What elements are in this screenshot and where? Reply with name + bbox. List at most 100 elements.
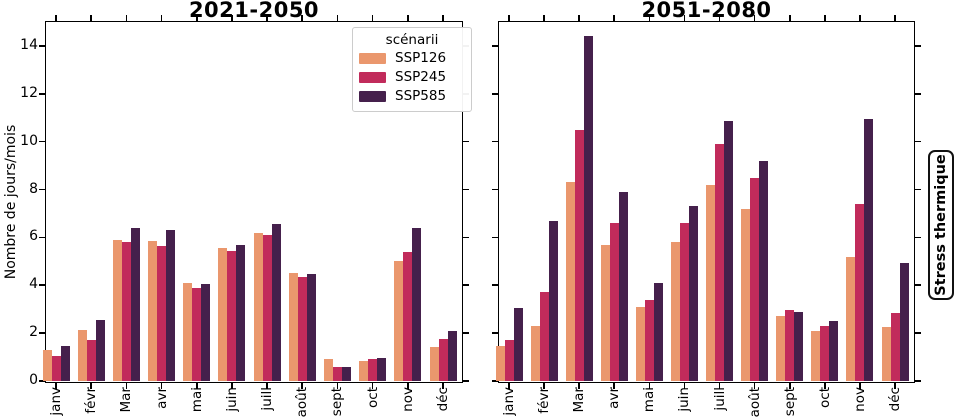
- bar-ssp245-Mar: [121, 242, 131, 381]
- x-tick-top: [407, 14, 409, 21]
- x-tick-top: [90, 14, 92, 21]
- y-tick-right: [914, 236, 921, 239]
- x-tick-bottom: [543, 382, 545, 389]
- x-tick-top: [543, 14, 545, 21]
- bar-ssp585-mai: [201, 284, 211, 381]
- bar-ssp126-juin: [670, 242, 680, 381]
- bar-ssp126-janv: [42, 349, 52, 381]
- x-tick-label: déc: [435, 387, 451, 412]
- y-tick-left: [491, 380, 498, 382]
- y-tick-left: [491, 332, 498, 334]
- x-tick-bottom: [231, 382, 233, 389]
- x-tick-top: [578, 14, 580, 21]
- bar-ssp245-juin: [679, 223, 689, 381]
- x-tick-label: juill: [711, 387, 728, 411]
- x-tick-label: juill: [259, 387, 276, 411]
- x-tick-bottom: [442, 382, 444, 389]
- bar-ssp126-sept: [776, 316, 786, 381]
- x-tick-label: sept: [329, 387, 346, 417]
- x-tick-top: [301, 14, 304, 21]
- bar-ssp585-avr: [166, 230, 176, 381]
- y-tick-left: [491, 45, 498, 47]
- bar-ssp585-janv: [60, 346, 70, 381]
- bar-ssp245-août: [750, 177, 760, 381]
- bar-ssp126-janv: [495, 346, 505, 381]
- x-tick-top: [231, 14, 233, 21]
- y-tick-label: 2: [29, 324, 38, 341]
- x-tick-top: [648, 14, 651, 21]
- bar-ssp126-oct: [359, 360, 369, 381]
- x-tick-label: déc: [887, 387, 903, 412]
- y-tick-right: [462, 236, 469, 239]
- y-tick-right: [914, 380, 921, 382]
- y-tick-left: [491, 93, 498, 95]
- bar-ssp126-nov: [846, 256, 856, 381]
- x-tick-bottom: [55, 382, 57, 389]
- x-tick-top: [195, 14, 198, 21]
- x-tick-top: [753, 14, 756, 21]
- subplot-title-left: 2021-2050: [188, 0, 320, 22]
- x-tick-label: avr: [153, 387, 170, 409]
- y-tick-left: [491, 140, 498, 143]
- y-tick-label: 4: [29, 276, 38, 293]
- bar-ssp585-déc: [899, 262, 909, 381]
- bar-ssp126-nov: [394, 261, 404, 381]
- x-tick-label: nov: [851, 387, 868, 412]
- x-tick-label: févr: [83, 387, 100, 414]
- y-tick-right: [914, 332, 921, 334]
- y-tick-label: 12: [20, 84, 38, 101]
- y-tick-left: [38, 140, 45, 143]
- bar-ssp126-mai: [635, 306, 645, 381]
- bar-ssp126-févr: [530, 325, 540, 381]
- bar-ssp126-Mar: [112, 239, 122, 381]
- y-tick-label: 0: [29, 372, 38, 388]
- legend-entry-ssp126: SSP126: [359, 49, 465, 68]
- y-tick-right: [914, 188, 921, 191]
- y-tick-left: [491, 284, 498, 287]
- x-tick-label: nov: [399, 387, 416, 412]
- y-tick-label: 10: [20, 132, 38, 149]
- bar-ssp126-déc: [429, 347, 439, 381]
- x-tick-label: avr: [606, 387, 623, 409]
- x-tick-bottom: [125, 382, 128, 389]
- x-tick-bottom: [683, 382, 686, 389]
- y-tick-right: [462, 284, 469, 287]
- legend-swatch-ssp585: [359, 91, 386, 102]
- bar-ssp585-Mar: [583, 36, 593, 381]
- bar-ssp585-nov: [412, 227, 422, 381]
- x-tick-label: févr: [536, 387, 553, 414]
- bar-ssp585-janv: [513, 308, 523, 381]
- bar-ssp245-juill: [262, 235, 272, 381]
- x-tick-label: oct: [816, 387, 833, 408]
- y-tick-right: [462, 140, 469, 143]
- x-tick-bottom: [336, 382, 339, 389]
- y-tick-left: [38, 45, 45, 47]
- bar-ssp585-déc: [447, 330, 457, 381]
- bar-ssp126-juill: [706, 184, 716, 381]
- bar-ssp245-mai: [192, 287, 202, 381]
- bar-ssp245-févr: [539, 292, 549, 381]
- x-tick-label: juin: [676, 387, 693, 412]
- x-tick-bottom: [894, 382, 896, 389]
- bar-ssp585-oct: [377, 358, 387, 381]
- bar-ssp126-avr: [148, 240, 158, 381]
- x-tick-label: janv: [48, 387, 64, 416]
- bar-ssp126-juill: [253, 232, 263, 381]
- x-tick-top: [442, 14, 444, 21]
- y-tick-left: [491, 188, 498, 191]
- y-tick-left: [38, 284, 45, 287]
- bar-ssp126-août: [288, 273, 298, 381]
- bar-ssp126-avr: [600, 244, 610, 381]
- x-tick-bottom: [718, 382, 721, 389]
- x-tick-label: mai: [188, 387, 205, 413]
- bar-ssp245-nov: [403, 251, 413, 381]
- legend-swatch-ssp126: [359, 53, 386, 64]
- legend-title: scénarii: [385, 32, 439, 48]
- x-tick-top: [824, 14, 826, 21]
- bar-ssp585-Mar: [130, 227, 140, 381]
- bar-ssp585-juin: [236, 244, 246, 381]
- bar-ssp585-mai: [653, 282, 663, 381]
- bar-ssp126-Mar: [565, 182, 575, 381]
- y-tick-label: 14: [20, 36, 38, 53]
- bar-ssp126-sept: [323, 359, 333, 381]
